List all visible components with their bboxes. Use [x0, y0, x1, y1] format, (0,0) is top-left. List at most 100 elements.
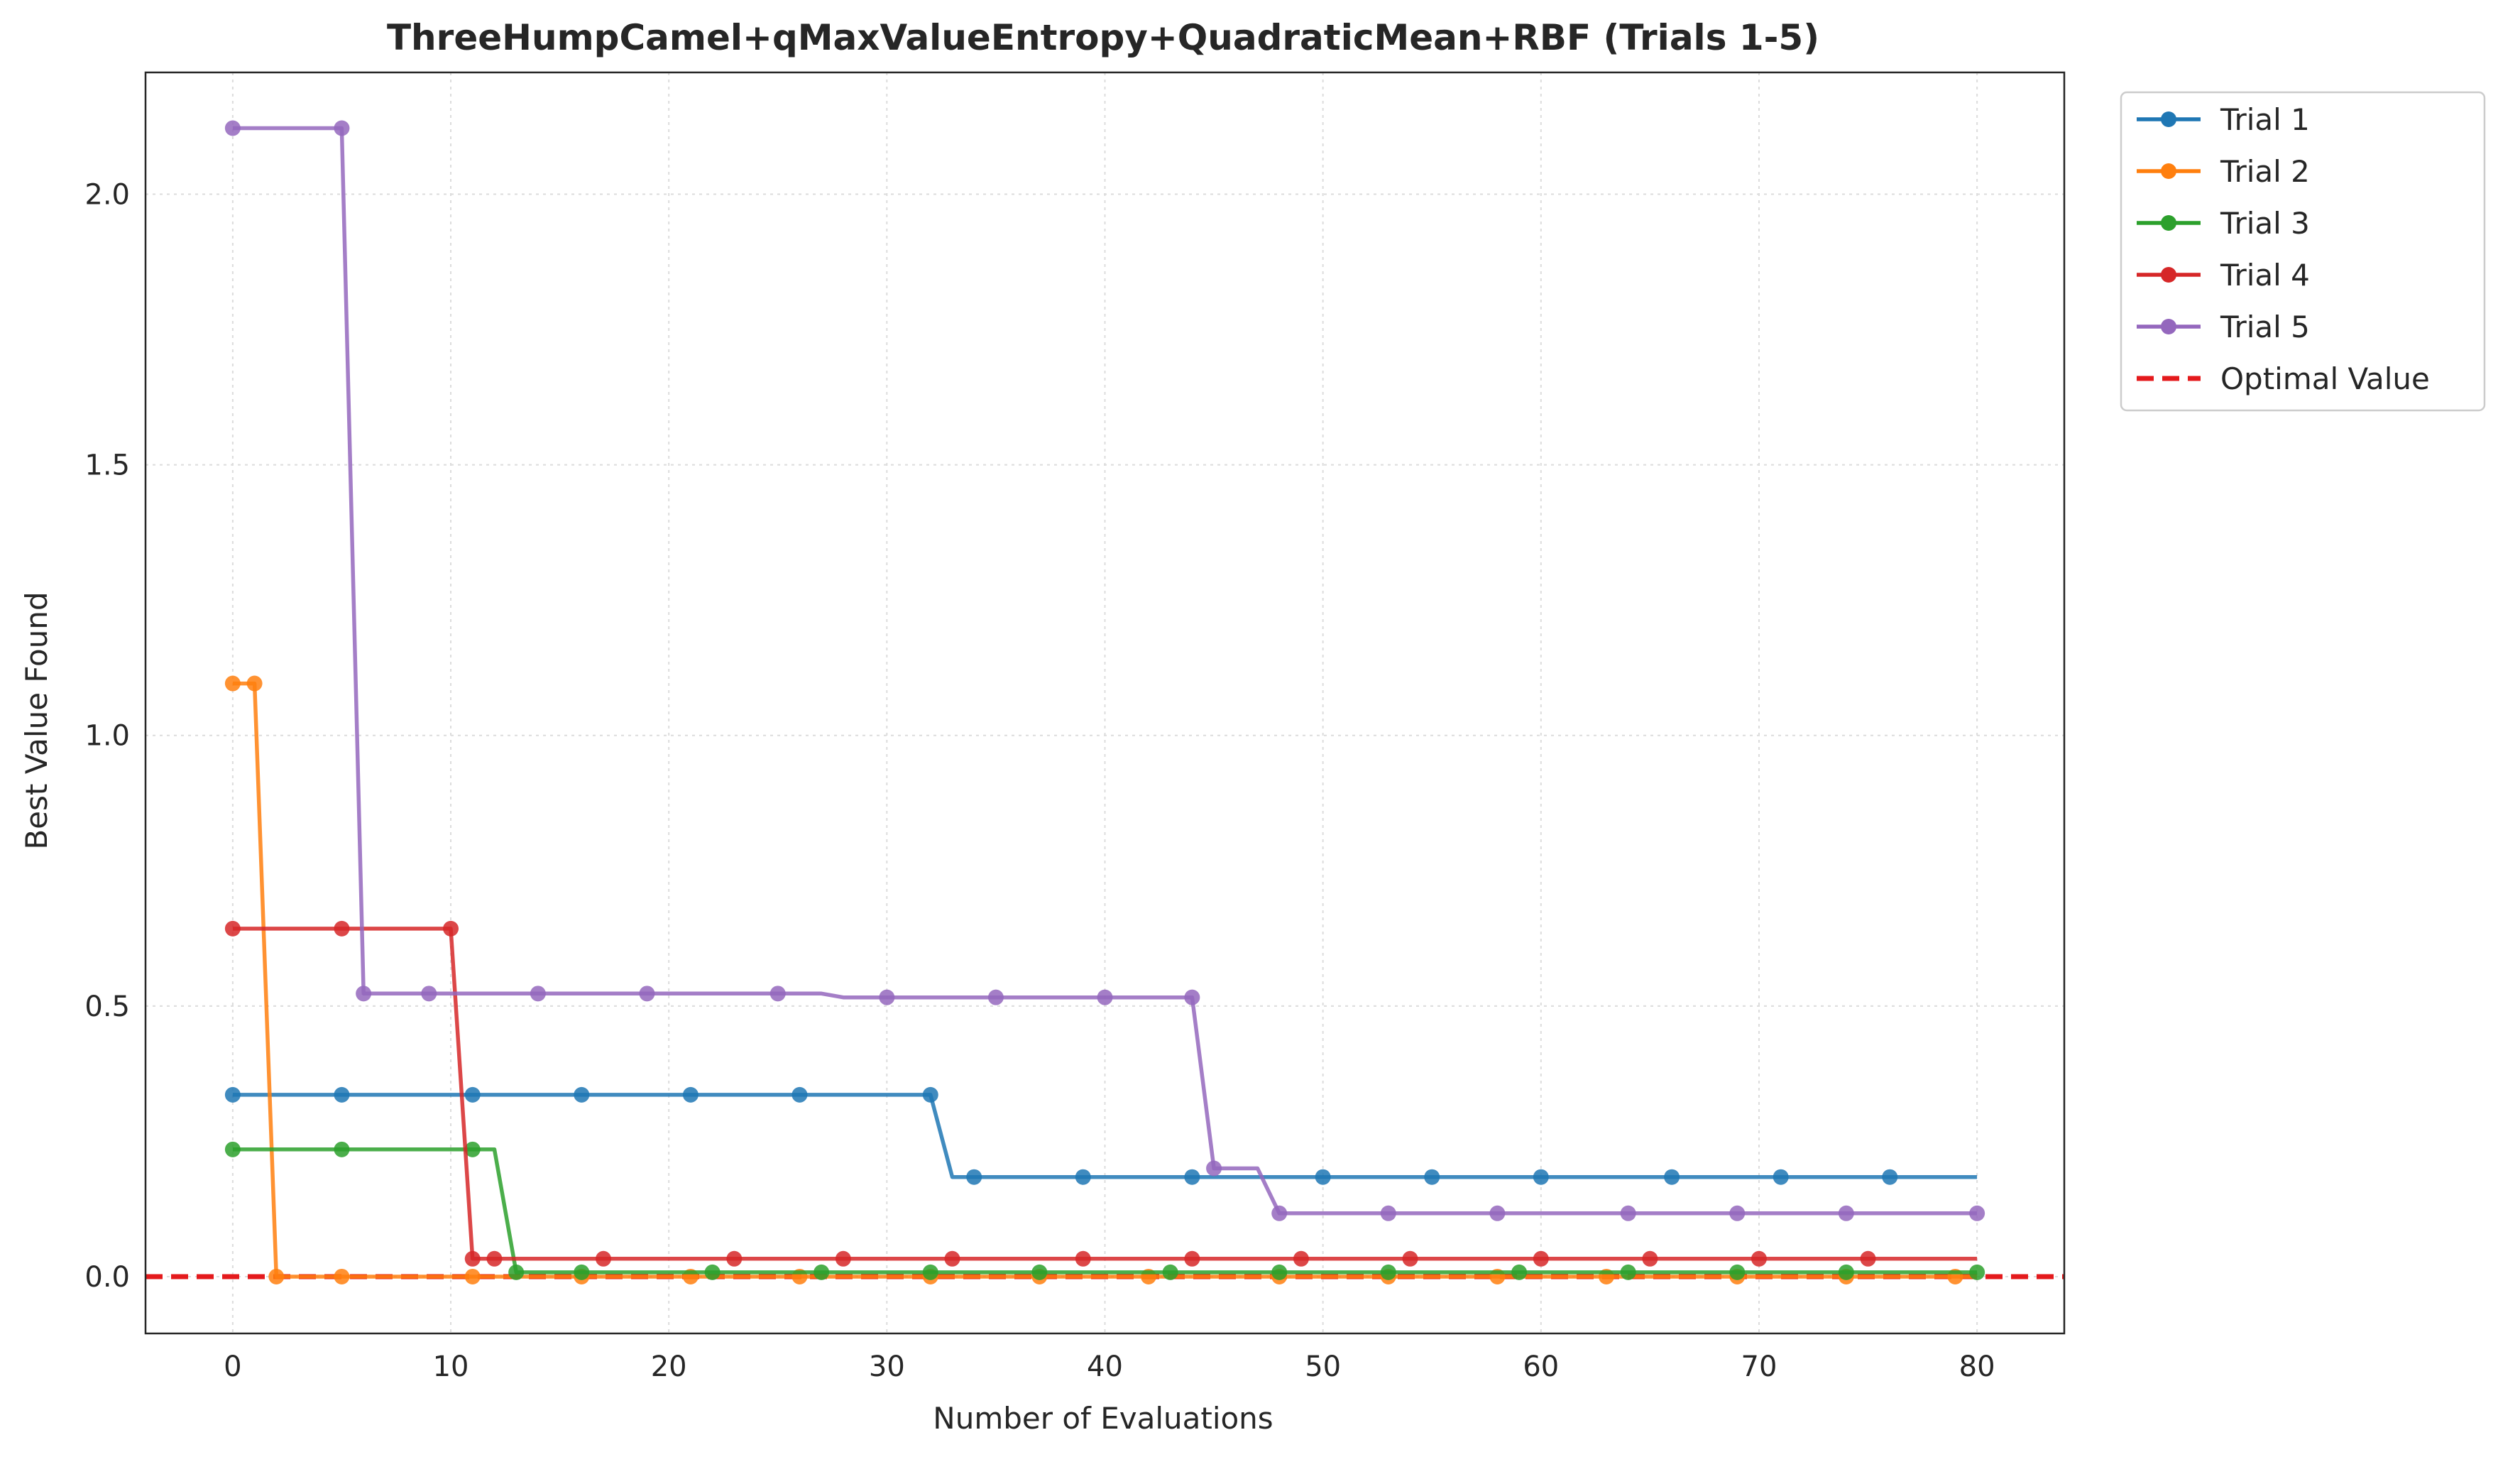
data-point [1620, 1205, 1636, 1221]
data-point [1162, 1264, 1178, 1280]
legend-marker [2161, 111, 2176, 127]
data-point [443, 920, 459, 937]
data-point [1184, 1169, 1200, 1185]
data-point [879, 989, 895, 1005]
series-group [224, 120, 1985, 1284]
data-point [1773, 1169, 1789, 1185]
data-point [224, 920, 241, 937]
data-point [704, 1264, 721, 1280]
legend-entry: Trial 2 [2137, 154, 2310, 189]
data-point [574, 1086, 590, 1103]
legend-entry: Optimal Value [2137, 361, 2430, 396]
y-tick-label: 0.5 [84, 991, 130, 1023]
data-point [1380, 1264, 1396, 1280]
data-point [813, 1264, 830, 1280]
data-point [1969, 1205, 1985, 1221]
data-point [639, 986, 655, 1002]
data-point [1620, 1264, 1636, 1280]
series-trial-4 [224, 920, 1978, 1267]
series-trial-2 [224, 675, 1978, 1284]
x-tick-label: 80 [1959, 1350, 1995, 1383]
data-point [334, 120, 350, 136]
data-point [1271, 1205, 1288, 1221]
legend-label: Trial 1 [2220, 102, 2310, 137]
data-point [334, 1141, 350, 1157]
data-point [530, 986, 546, 1002]
legend-entry: Trial 3 [2137, 206, 2310, 241]
legend-marker [2161, 319, 2176, 334]
data-point [1860, 1250, 1876, 1267]
data-point [224, 120, 241, 136]
data-point [1882, 1169, 1898, 1185]
data-point [1075, 1169, 1091, 1185]
x-tick-label: 0 [224, 1350, 241, 1383]
series-line [232, 1147, 1978, 1275]
data-point [1271, 1264, 1288, 1280]
data-point [769, 986, 786, 1002]
plot-area-frame [144, 71, 2066, 1335]
data-point [1642, 1250, 1658, 1267]
data-point [966, 1169, 982, 1185]
data-point [1511, 1264, 1528, 1280]
tick-labels: 0 10 20 30 40 50 60 70 80 0.0 0.5 1.0 1.5 2.0 [84, 179, 1995, 1383]
data-point [1489, 1205, 1506, 1221]
data-point [944, 1250, 960, 1267]
data-point [1838, 1264, 1854, 1280]
data-point [1533, 1169, 1549, 1185]
data-point [1097, 989, 1113, 1005]
legend-label: Trial 2 [2220, 154, 2310, 189]
data-point [1664, 1169, 1680, 1185]
y-tick-label: 0.0 [84, 1261, 130, 1294]
legend-entry: Trial 4 [2137, 258, 2310, 293]
data-point [224, 675, 241, 692]
data-point [574, 1264, 590, 1280]
legend-label: Optimal Value [2220, 361, 2430, 396]
data-point [464, 1086, 481, 1103]
legend-marker [2161, 163, 2176, 179]
data-point [1402, 1250, 1418, 1267]
data-point [334, 1086, 350, 1103]
data-point [464, 1141, 481, 1157]
data-point [268, 1268, 285, 1284]
series-trial-5 [224, 120, 1985, 1221]
data-point [1293, 1250, 1309, 1267]
data-point [464, 1268, 481, 1284]
data-point [1838, 1205, 1854, 1221]
data-point [1729, 1205, 1746, 1221]
data-point [1184, 989, 1200, 1005]
data-point [1969, 1264, 1985, 1280]
x-tick-label: 40 [1087, 1350, 1123, 1383]
data-point [508, 1264, 525, 1280]
y-tick-label: 1.5 [84, 449, 130, 482]
data-point [596, 1250, 612, 1267]
data-point [1751, 1250, 1767, 1267]
data-point [835, 1250, 851, 1267]
y-tick-label: 1.0 [84, 720, 130, 753]
data-point [987, 989, 1004, 1005]
data-point [246, 675, 263, 692]
legend: Trial 1 Trial 2 Trial 3 Trial 4 Trial 5 Optim… [2120, 91, 2486, 412]
data-point [1075, 1250, 1091, 1267]
legend-entry: Trial 1 [2137, 102, 2310, 137]
series-line [232, 126, 1978, 1216]
x-tick-label: 60 [1523, 1350, 1559, 1383]
data-point [1184, 1250, 1200, 1267]
legend-label: Trial 4 [2220, 258, 2310, 293]
y-tick-label: 2.0 [84, 179, 130, 212]
y-axis-label: Best Value Found [19, 591, 54, 849]
data-point [334, 920, 350, 937]
legend-label: Trial 5 [2220, 310, 2310, 344]
data-point [1206, 1160, 1222, 1177]
x-tick-label: 30 [869, 1350, 905, 1383]
data-point [791, 1086, 808, 1103]
data-point [1031, 1264, 1048, 1280]
data-point [1380, 1205, 1396, 1221]
x-axis-label: Number of Evaluations [933, 1401, 1273, 1436]
chart-title: ThreeHumpCamel+qMaxValueEntropy+Quadrati… [387, 17, 1819, 58]
data-point [1424, 1169, 1440, 1185]
series-line [232, 681, 1978, 1279]
data-point [1533, 1250, 1549, 1267]
legend-entry: Trial 5 [2137, 310, 2310, 344]
x-tick-label: 70 [1741, 1350, 1777, 1383]
